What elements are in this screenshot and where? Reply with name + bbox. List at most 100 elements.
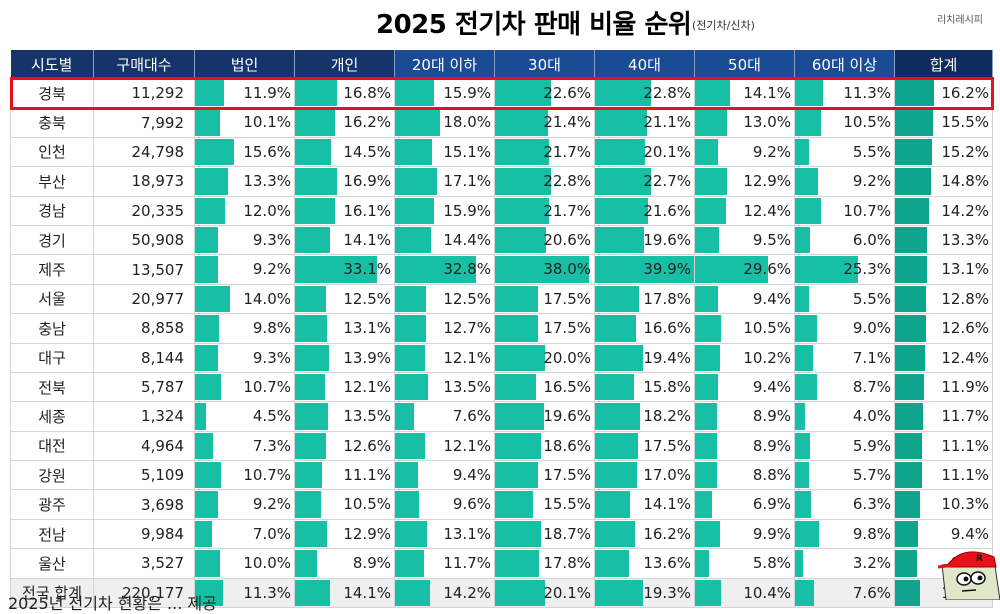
table-row: 충남 8,858 9.8% 13.1% 12.7% 17.5% 16.6% 10.5% 9.0%… xyxy=(10,313,993,344)
percent-cell: 13.9% xyxy=(294,342,395,373)
percent-label: 14.1% xyxy=(343,230,391,249)
percent-cell: 14.2% xyxy=(894,195,993,226)
percent-label: 4.5% xyxy=(252,407,291,426)
data-bar xyxy=(295,432,327,460)
percent-label: 8.9% xyxy=(752,436,791,455)
percent-label: 16.1% xyxy=(343,201,391,220)
data-bar xyxy=(895,344,926,371)
region-cell: 광주 xyxy=(10,489,94,520)
percent-label: 9.4% xyxy=(950,524,989,543)
percent-cell: 19.6% xyxy=(594,224,695,256)
percent-label: 20.6% xyxy=(543,230,591,249)
region-cell: 부산 xyxy=(10,166,94,197)
percent-label: 10.5% xyxy=(743,319,791,338)
region-cell: 인천 xyxy=(10,136,94,168)
percent-label: 17.5% xyxy=(543,466,591,485)
percent-label: 10.7% xyxy=(243,466,291,485)
percent-cell: 14.1% xyxy=(294,577,395,609)
percent-cell: 21.1% xyxy=(594,107,695,138)
data-bar xyxy=(495,373,536,401)
table-row: 경북 11,292 11.9% 16.8% 15.9% 22.6% 22.8% 14.1% 11… xyxy=(10,77,993,109)
data-bar xyxy=(795,579,814,607)
data-bar xyxy=(795,285,809,313)
data-bar xyxy=(695,344,721,371)
percent-cell: 38.0% xyxy=(494,254,595,285)
data-bar xyxy=(495,315,539,342)
data-bar xyxy=(595,197,649,224)
data-bar xyxy=(595,491,630,518)
percent-label: 8.8% xyxy=(752,466,791,485)
data-bar xyxy=(195,403,207,430)
percent-label: 13.3% xyxy=(941,230,989,249)
data-bar xyxy=(695,197,726,224)
percent-cell: 10.0% xyxy=(194,548,295,579)
percent-label: 10.0% xyxy=(243,554,291,573)
table-row: 세종 1,324 4.5% 13.5% 7.6% 19.6% 18.2% 8.9% 4.0% 11… xyxy=(10,401,993,432)
region-cell: 경남 xyxy=(10,195,94,226)
percent-cell: 13.1% xyxy=(894,254,993,285)
data-bar xyxy=(395,197,435,224)
percent-cell: 14.1% xyxy=(594,489,695,520)
percent-label: 22.8% xyxy=(543,172,591,191)
percent-label: 6.3% xyxy=(852,495,891,514)
percent-cell: 17.5% xyxy=(494,283,595,315)
data-bar xyxy=(295,109,336,136)
percent-label: 17.5% xyxy=(643,436,691,455)
data-bar xyxy=(895,109,933,136)
percent-label: 11.1% xyxy=(941,436,989,455)
percent-cell: 18.6% xyxy=(494,430,595,462)
table-row: 대전 4,964 7.3% 12.6% 12.1% 18.6% 17.5% 8.9% 5.9% 1… xyxy=(10,430,993,462)
percent-label: 19.6% xyxy=(643,230,691,249)
count-cell: 5,787 xyxy=(93,371,195,403)
percent-cell: 22.7% xyxy=(594,166,695,197)
data-bar xyxy=(395,80,435,107)
percent-label: 9.8% xyxy=(252,319,291,338)
data-bar xyxy=(595,109,648,136)
percent-label: 14.2% xyxy=(941,201,989,220)
data-bar xyxy=(795,462,810,489)
page-title: 2025 전기차 판매 비율 순위 xyxy=(376,10,692,40)
data-bar xyxy=(395,403,414,430)
percent-cell: 9.2% xyxy=(694,136,795,168)
percent-cell: 15.2% xyxy=(894,136,993,168)
percent-cell: 12.4% xyxy=(894,342,993,373)
data-bar xyxy=(295,550,318,577)
data-bar xyxy=(795,80,823,107)
percent-label: 18.7% xyxy=(543,524,591,543)
data-bar xyxy=(795,109,821,136)
percent-label: 9.2% xyxy=(252,495,291,514)
percent-label: 10.2% xyxy=(743,348,791,367)
data-bar xyxy=(795,344,813,371)
data-bar xyxy=(295,138,331,166)
data-bar xyxy=(895,520,918,548)
data-bar xyxy=(795,403,805,430)
percent-cell: 7.6% xyxy=(394,401,495,432)
page-subtitle: (전기차/신차) xyxy=(692,19,755,32)
data-bar xyxy=(795,138,809,166)
percent-cell: 5.9% xyxy=(794,430,895,462)
percent-label: 11.9% xyxy=(243,84,291,102)
data-bar xyxy=(195,80,225,107)
percent-cell: 10.2% xyxy=(694,342,795,373)
percent-cell: 9.5% xyxy=(694,224,795,256)
percent-label: 17.1% xyxy=(443,172,491,191)
data-bar xyxy=(295,344,330,371)
percent-label: 13.3% xyxy=(243,172,291,191)
data-bar xyxy=(495,520,542,548)
data-bar xyxy=(795,168,818,195)
percent-label: 18.6% xyxy=(543,436,591,455)
data-bar xyxy=(395,285,426,313)
percent-cell: 19.4% xyxy=(594,342,695,373)
percent-cell: 9.8% xyxy=(194,313,295,344)
percent-label: 21.4% xyxy=(543,113,591,132)
percent-label: 12.9% xyxy=(743,172,791,191)
percent-cell: 16.9% xyxy=(294,166,395,197)
percent-label: 9.2% xyxy=(252,260,291,279)
table-row: 서울 20,977 14.0% 12.5% 12.5% 17.5% 17.8% 9.4% 5.5… xyxy=(10,283,993,315)
percent-label: 10.4% xyxy=(743,583,791,602)
percent-label: 25.3% xyxy=(843,260,891,279)
count-cell: 24,798 xyxy=(93,136,195,168)
percent-label: 10.5% xyxy=(343,495,391,514)
percent-label: 11.1% xyxy=(941,466,989,485)
mascot-icon: R xyxy=(937,551,1000,600)
